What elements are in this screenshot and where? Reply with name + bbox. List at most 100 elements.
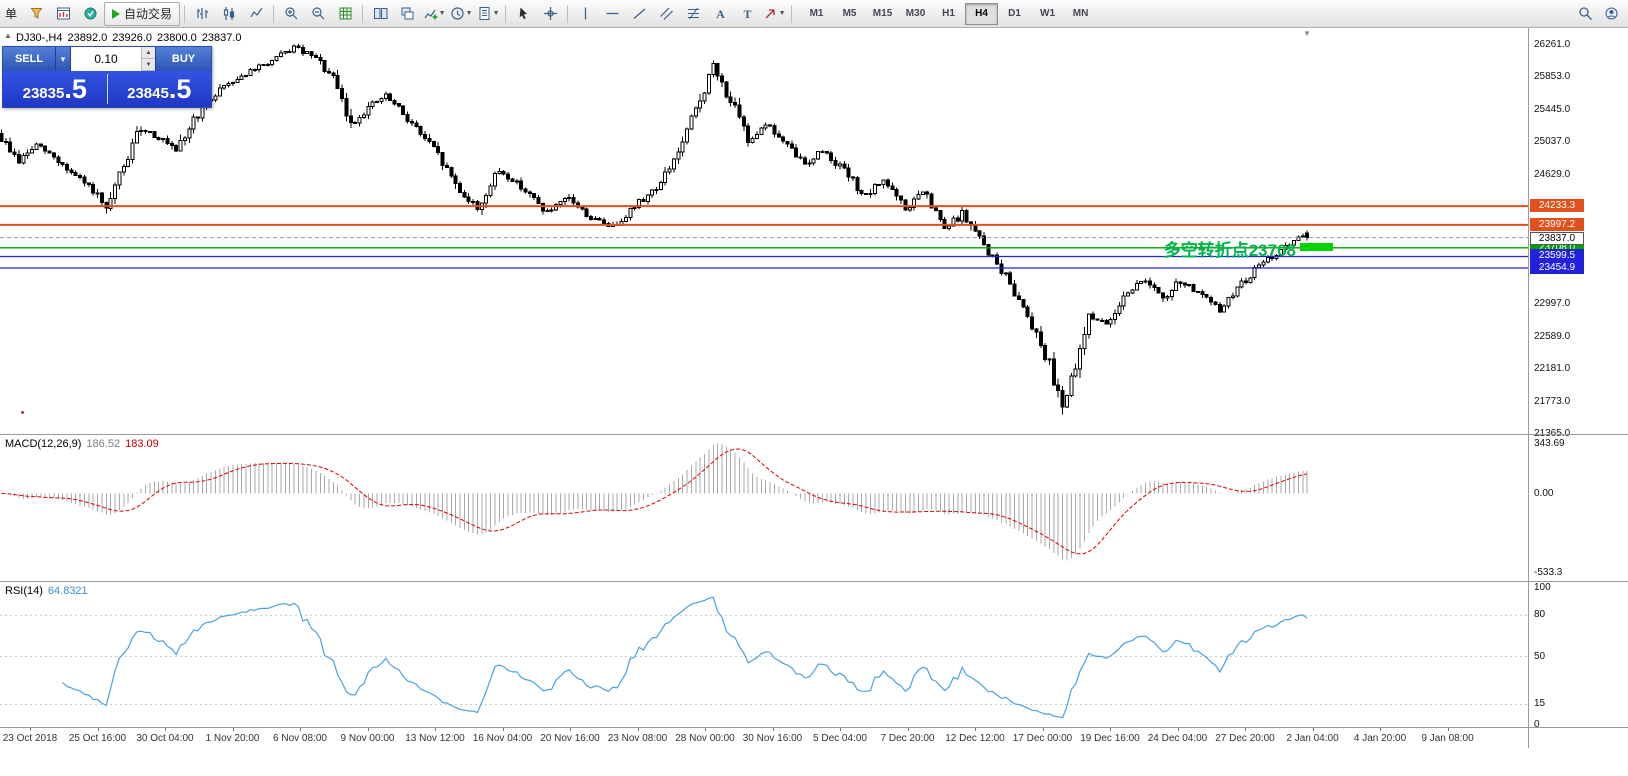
search-icon[interactable] <box>1572 2 1598 26</box>
oneclick-toggle-icon[interactable]: ▲ <box>4 31 12 40</box>
tf-MN[interactable]: MN <box>1072 8 1089 19</box>
price-axis-label: 25445.0 <box>1534 104 1571 115</box>
panel-separator[interactable] <box>0 434 1628 435</box>
symbol-name: DJ30-,H4 <box>16 32 63 44</box>
sell-price[interactable]: 23835.5 <box>3 74 107 105</box>
rsi-axis-label: 15 <box>1534 698 1546 709</box>
macd-label: MACD(12,26,9) <box>5 438 82 450</box>
time-axis-tick <box>1380 728 1381 731</box>
time-axis-tick <box>165 728 166 731</box>
buy-button[interactable]: BUY <box>156 47 211 71</box>
time-axis-label: 5 Dec 04:00 <box>813 733 867 744</box>
chart-window-icon[interactable] <box>50 2 76 26</box>
tf-M30[interactable]: M30 <box>905 8 926 19</box>
sell-price-frac: .5 <box>64 73 87 104</box>
price-axis-label: 24629.0 <box>1534 169 1571 180</box>
macd-label-row: MACD(12,26,9) 186.52 183.09 <box>5 438 159 450</box>
volume-up-icon[interactable]: ▲ <box>142 47 155 59</box>
buy-price[interactable]: 23845.5 <box>108 74 212 105</box>
time-axis-label: 4 Jan 20:00 <box>1353 733 1407 744</box>
close-value: 23837.0 <box>201 32 242 44</box>
volume-input[interactable]: 0.10 ▲ ▼ <box>71 47 156 71</box>
channel-icon[interactable] <box>653 2 679 26</box>
crosshair-icon[interactable] <box>537 2 563 26</box>
price-axis-label: 22997.0 <box>1534 298 1571 309</box>
tf-M5[interactable]: M5 <box>842 8 857 19</box>
autotrade-button[interactable]: 自动交易 <box>104 1 181 26</box>
rsi-panel[interactable] <box>0 582 1528 727</box>
current-price-badge: 23837.0 <box>1530 232 1584 245</box>
time-axis-label: 23 Oct 2018 <box>2 733 58 744</box>
time-axis-tick <box>907 728 909 731</box>
menu-label[interactable]: 单 <box>5 7 18 21</box>
arrows-icon[interactable]: ▼ <box>761 2 787 26</box>
autotrade-label: 自动交易 <box>124 7 173 21</box>
templates-icon[interactable]: ▼ <box>475 2 501 26</box>
time-axis[interactable]: 23 Oct 2018 25 Oct 16:00 30 Oct 04:00 1 Nov… <box>0 728 1628 748</box>
price-axis-border <box>1528 28 1529 748</box>
macd-signal-value: 183.09 <box>125 438 159 450</box>
tf-M1[interactable]: M1 <box>809 8 824 19</box>
trendline-icon[interactable] <box>626 2 652 26</box>
zoom-out-icon[interactable] <box>305 2 331 26</box>
low-value: 23800.0 <box>157 32 197 44</box>
macd-panel[interactable] <box>0 435 1528 581</box>
indicators-grid-icon[interactable] <box>332 2 358 26</box>
price-badge-23997.2: 23997.2 <box>1530 218 1584 231</box>
main-price-chart[interactable] <box>0 28 1528 434</box>
tf-W1[interactable]: W1 <box>1040 8 1056 19</box>
time-axis-label: 17 Dec 00:00 <box>1012 733 1073 744</box>
cascade-windows-icon[interactable] <box>394 2 420 26</box>
time-axis-tick <box>570 728 571 731</box>
vertical-line-icon[interactable] <box>572 2 598 26</box>
text-icon[interactable]: A <box>707 2 733 26</box>
timeframe-group: M1 M5 M15 M30 H1 H4 D1 W1 MN <box>800 2 1097 25</box>
chart-shift-marker[interactable]: ▼ <box>1303 29 1311 38</box>
turning-point-marker[interactable] <box>1300 243 1333 251</box>
tf-M15[interactable]: M15 <box>872 8 893 19</box>
tf-H1[interactable]: H1 <box>942 8 955 19</box>
price-axis-label: 26261.0 <box>1534 39 1571 50</box>
high-value: 23926.0 <box>112 32 152 44</box>
time-axis-label: 9 Jan 08:00 <box>1421 733 1474 744</box>
time-axis-label: 30 Oct 04:00 <box>136 733 194 744</box>
label-icon[interactable]: T <box>734 2 760 26</box>
macd-main-value: 186.52 <box>86 438 121 450</box>
new-order-icon[interactable] <box>23 2 49 26</box>
periods-clock-icon[interactable]: ▼ <box>448 2 474 26</box>
fibonacci-icon[interactable] <box>680 2 706 26</box>
price-badge-23599.5: 23599.5 <box>1530 249 1584 262</box>
sell-button[interactable]: SELL <box>3 47 56 71</box>
tile-windows-icon[interactable] <box>367 2 393 26</box>
turning-point-annotation[interactable]: 多空转折点23708 <box>1163 241 1296 260</box>
tf-H4[interactable]: H4 <box>965 2 999 25</box>
panel-separator[interactable] <box>0 581 1628 582</box>
time-axis-label: 28 Nov 00:00 <box>675 733 735 744</box>
rsi-label: RSI(14) <box>5 585 43 597</box>
symbol-ohlc-header: DJ30-,H4 23892.0 23926.0 23800.0 23837.0 <box>16 32 247 44</box>
price-axis-label: 25037.0 <box>1534 136 1571 147</box>
horizontal-line-icon[interactable] <box>599 2 625 26</box>
time-axis-tick <box>772 728 774 731</box>
cursor-icon[interactable] <box>510 2 536 26</box>
bar-chart-icon[interactable] <box>189 2 215 26</box>
community-icon[interactable] <box>1598 2 1624 26</box>
market-watch-icon[interactable] <box>77 2 103 26</box>
zoom-in-icon[interactable] <box>278 2 304 26</box>
add-indicator-icon[interactable]: ▼ <box>421 2 447 26</box>
rsi-axis-label: 100 <box>1534 582 1551 593</box>
price-badge-23454.9: 23454.9 <box>1530 261 1584 274</box>
volume-down-icon[interactable]: ▼ <box>142 59 155 71</box>
time-axis-label: 6 Nov 08:00 <box>273 733 327 744</box>
sell-dropdown-icon[interactable]: ▼ <box>56 47 71 71</box>
time-axis-tick <box>637 728 639 731</box>
time-axis-tick <box>502 728 504 731</box>
tf-D1[interactable]: D1 <box>1008 8 1021 19</box>
toolbar-separator <box>791 4 793 23</box>
line-chart-icon[interactable] <box>243 2 269 26</box>
candles <box>0 43 1310 415</box>
candlestick-icon[interactable] <box>216 2 242 26</box>
buy-price-main: 23845 <box>127 84 169 102</box>
toolbar-separator <box>362 4 364 23</box>
panel-separator <box>0 727 1628 728</box>
